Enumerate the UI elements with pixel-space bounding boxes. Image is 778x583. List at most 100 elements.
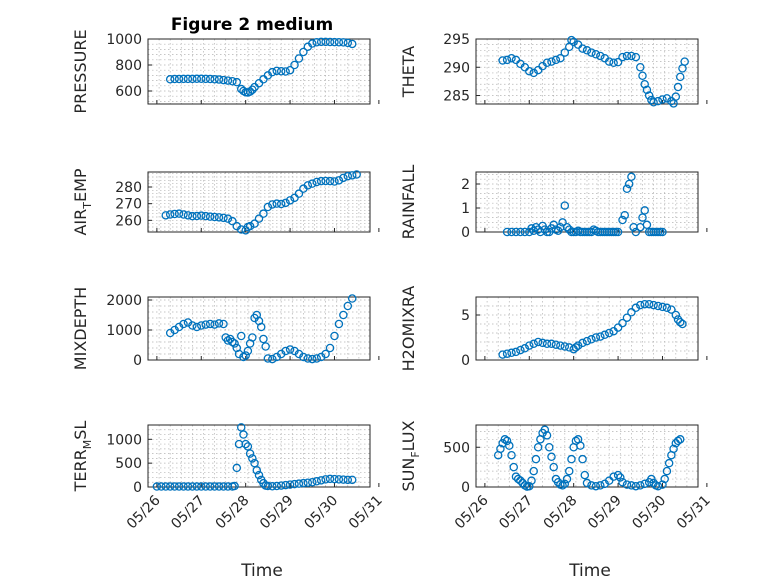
data-point — [667, 96, 676, 106]
data-point — [664, 458, 674, 468]
data-point — [272, 481, 282, 491]
data-point — [223, 214, 233, 223]
data-point — [576, 441, 585, 450]
data-point — [671, 92, 681, 101]
data-point — [525, 481, 534, 491]
data-point — [525, 66, 534, 76]
y-tick-label: 280 — [115, 180, 142, 196]
data-point — [556, 341, 565, 350]
data-point — [644, 299, 654, 309]
data-point — [547, 57, 556, 66]
data-point — [303, 354, 313, 363]
data-point — [551, 340, 561, 349]
data-point — [618, 52, 627, 62]
data-point — [496, 444, 505, 454]
data-point — [531, 454, 541, 464]
data-point — [644, 91, 654, 100]
x-axis-label: Time — [240, 561, 283, 581]
data-point — [347, 171, 357, 180]
data-point — [259, 75, 268, 84]
data-point — [631, 481, 641, 491]
data-point — [294, 479, 304, 488]
data-point — [640, 299, 649, 309]
data-point — [312, 38, 321, 47]
data-point — [285, 65, 295, 75]
data-point — [622, 184, 632, 194]
data-point — [562, 474, 572, 484]
data-point — [321, 349, 330, 359]
data-point — [205, 482, 215, 491]
data-point — [578, 338, 587, 348]
data-point — [268, 354, 277, 364]
axes-frame — [475, 171, 699, 233]
x-tick-label: 05/26 — [124, 492, 164, 532]
data-point — [263, 481, 273, 491]
data-point — [675, 435, 685, 444]
data-point — [642, 220, 652, 230]
axes-frame — [475, 296, 699, 361]
data-point — [638, 71, 647, 80]
data-point — [325, 37, 335, 47]
data-point — [281, 67, 290, 76]
data-point — [214, 213, 224, 222]
data-point — [591, 333, 601, 342]
data-point — [580, 470, 590, 480]
data-point — [542, 58, 552, 67]
data-point — [339, 38, 348, 47]
data-point — [618, 477, 627, 487]
data-point — [214, 482, 224, 491]
y-tick-label: 2000 — [106, 293, 142, 309]
data-point — [636, 481, 645, 490]
data-point — [232, 77, 242, 87]
y-tick-label: 500 — [443, 440, 470, 456]
subplot-mixdepth: 0 1000 2000 MIXDEPTH — [71, 287, 380, 370]
data-point — [658, 480, 667, 489]
data-point — [640, 79, 649, 89]
subplot-rainfall: 0 1 2 RAINFALL — [399, 165, 708, 241]
data-point — [316, 37, 326, 47]
data-point — [520, 344, 530, 353]
data-point — [343, 301, 353, 311]
y-axis-label: MIXDEPTH — [71, 287, 90, 370]
data-point — [542, 339, 552, 349]
y-tick-label: 1000 — [106, 323, 142, 339]
data-point — [219, 482, 228, 491]
axes-frame — [147, 296, 371, 361]
y-tick-label: 1 — [461, 201, 470, 217]
data-point — [281, 198, 290, 208]
data-point — [201, 320, 210, 329]
data-point — [596, 51, 605, 61]
data-point — [627, 51, 636, 61]
data-point — [161, 482, 171, 491]
data-point — [157, 482, 166, 491]
data-point — [330, 474, 339, 484]
y-tick-label: 295 — [443, 32, 470, 48]
data-point — [658, 302, 667, 312]
data-point — [259, 478, 268, 488]
data-point — [507, 53, 516, 63]
y-axis-label: RAINFALL — [399, 165, 418, 240]
data-point — [640, 206, 649, 215]
data-point — [325, 176, 335, 186]
subplot-pressure: 600 800 1000 PRESSURE — [71, 29, 380, 114]
data-point — [560, 48, 570, 57]
axes-frame — [147, 38, 371, 105]
data-point — [653, 96, 663, 106]
y-tick-label: 260 — [115, 213, 142, 229]
data-point — [582, 336, 592, 346]
data-point — [308, 39, 317, 48]
data-point — [330, 37, 339, 47]
data-point — [343, 475, 353, 485]
data-point — [636, 63, 645, 72]
data-point — [241, 439, 250, 449]
data-point — [498, 56, 507, 65]
data-point — [285, 480, 295, 489]
data-point — [174, 482, 184, 491]
data-point — [502, 436, 512, 446]
data-point — [613, 470, 623, 480]
data-point — [505, 441, 514, 450]
data-point — [573, 341, 583, 350]
data-point — [197, 74, 206, 84]
data-point — [339, 310, 348, 320]
data-point — [192, 482, 202, 491]
